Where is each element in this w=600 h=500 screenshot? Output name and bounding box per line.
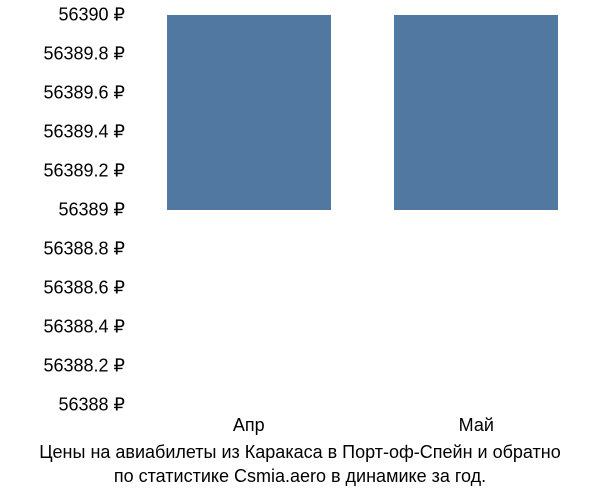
- bar: [394, 15, 558, 210]
- y-tick-label: 56388.4 ₽: [43, 317, 125, 338]
- chart-caption: Цены на авиабилеты из Каракаса в Порт-оф…: [0, 441, 600, 488]
- caption-line-2: по статистике Csmia.aero в динамике за г…: [10, 465, 590, 488]
- plot-area: [135, 15, 590, 405]
- x-tick-label: Май: [459, 415, 494, 436]
- bar: [167, 15, 331, 210]
- y-tick-label: 56389.2 ₽: [43, 161, 125, 182]
- price-chart: 56390 ₽ 56389.8 ₽ 56389.6 ₽ 56389.4 ₽ 56389.…: [0, 0, 600, 500]
- y-tick-label: 56389.6 ₽: [43, 83, 125, 104]
- y-tick-label: 56388 ₽: [58, 395, 125, 416]
- y-axis: 56390 ₽56389.8 ₽56389.6 ₽56389.4 ₽56389.…: [0, 15, 130, 405]
- caption-line-1: Цены на авиабилеты из Каракаса в Порт-оф…: [10, 441, 590, 464]
- x-tick-label: Апр: [233, 415, 265, 436]
- y-tick-label: 56388.6 ₽: [43, 278, 125, 299]
- y-tick-label: 56390 ₽: [58, 5, 125, 26]
- y-tick-label: 56388.2 ₽: [43, 356, 125, 377]
- y-tick-label: 56389.8 ₽: [43, 44, 125, 65]
- y-tick-label: 56389 ₽: [58, 200, 125, 221]
- y-tick-label: 56389.4 ₽: [43, 122, 125, 143]
- y-tick-label: 56388.8 ₽: [43, 239, 125, 260]
